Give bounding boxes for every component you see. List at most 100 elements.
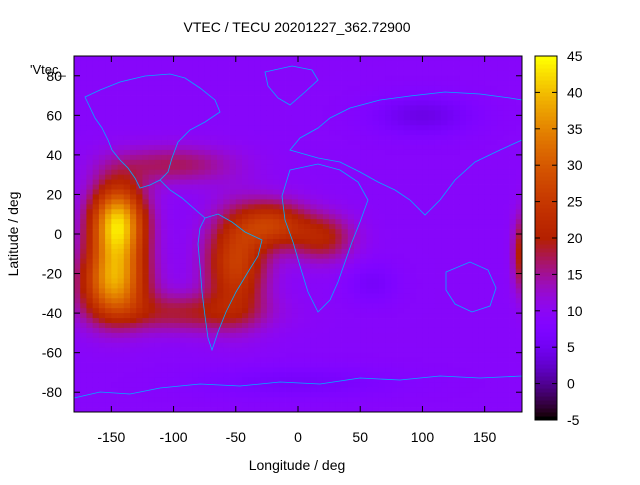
heatmap-cell (416, 303, 423, 309)
heatmap-cell (453, 357, 461, 363)
heatmap-cell (484, 194, 492, 200)
heatmap-cell (310, 387, 318, 393)
heatmap-cell (98, 214, 106, 220)
heatmap-cell (223, 95, 230, 101)
heatmap-cell (354, 60, 361, 67)
heatmap-cell (397, 253, 405, 260)
heatmap-cell (142, 278, 150, 284)
heatmap-cell (291, 56, 299, 62)
heatmap-cell (130, 229, 137, 235)
heatmap-cell (378, 224, 386, 230)
heatmap-cell (273, 303, 280, 309)
heatmap-cell (466, 367, 473, 373)
heatmap-cell (105, 145, 112, 151)
heatmap-cell (410, 224, 417, 230)
heatmap-cell (161, 347, 168, 354)
heatmap-cell (173, 120, 181, 126)
heatmap-cell (235, 214, 243, 220)
heatmap-cell (403, 140, 411, 146)
heatmap-cell (92, 362, 100, 368)
heatmap-cell (130, 308, 137, 314)
heatmap-cell (204, 120, 212, 126)
heatmap-cell (472, 110, 479, 116)
heatmap-cell (161, 382, 168, 388)
heatmap-cell (254, 145, 262, 151)
heatmap-cell (192, 397, 199, 403)
heatmap-cell (453, 204, 461, 210)
heatmap-cell (397, 367, 405, 373)
heatmap-cell (434, 115, 442, 121)
heatmap-cell (434, 238, 442, 245)
heatmap-cell (428, 392, 436, 398)
heatmap-cell (310, 149, 318, 156)
heatmap-cell (167, 95, 174, 101)
heatmap-cell (397, 125, 405, 131)
heatmap-cell (217, 397, 224, 403)
heatmap-cell (459, 194, 467, 200)
heatmap-cell (111, 224, 118, 230)
heatmap-cell (161, 145, 168, 151)
heatmap-cell (186, 377, 193, 383)
heatmap-cell (490, 60, 498, 67)
heatmap-cell (354, 219, 361, 225)
heatmap-cell (484, 174, 492, 181)
heatmap-cell (391, 140, 398, 146)
heatmap-cell (490, 125, 498, 131)
heatmap-cell (484, 110, 492, 116)
heatmap-cell (385, 105, 392, 111)
heatmap-cell (242, 234, 249, 240)
heatmap-cell (360, 224, 367, 230)
heatmap-cell (223, 238, 230, 245)
heatmap-cell (223, 115, 230, 121)
heatmap-cell (366, 253, 374, 260)
heatmap-cell (235, 164, 243, 171)
heatmap-cell (117, 70, 125, 77)
heatmap-cell (354, 90, 361, 96)
heatmap-cell (254, 56, 262, 62)
heatmap-cell (86, 332, 94, 339)
heatmap-cell (260, 303, 268, 309)
heatmap-cell (310, 332, 318, 339)
heatmap-cell (466, 243, 473, 250)
heatmap-cell (385, 362, 392, 368)
heatmap-cell (279, 253, 286, 260)
heatmap-cell (453, 115, 461, 121)
heatmap-cell (354, 337, 361, 344)
heatmap-cell (179, 323, 187, 329)
heatmap-cell (260, 75, 268, 82)
heatmap-cell (248, 332, 255, 339)
heatmap-cell (360, 219, 367, 225)
heatmap-cell (403, 145, 411, 151)
heatmap-cell (254, 323, 262, 329)
heatmap-cell (154, 140, 162, 146)
heatmap-cell (260, 362, 268, 368)
heatmap-cell (304, 372, 311, 378)
heatmap-cell (410, 179, 417, 185)
heatmap-cell (304, 293, 311, 299)
heatmap-cell (372, 234, 380, 240)
heatmap-cell (466, 184, 473, 190)
heatmap-cell (366, 75, 374, 82)
heatmap-cell (130, 362, 137, 368)
heatmap-cell (142, 75, 150, 82)
heatmap-cell (310, 199, 318, 205)
heatmap-cell (80, 95, 87, 101)
heatmap-cell (148, 229, 156, 235)
heatmap-cell (347, 90, 355, 96)
heatmap-cell (142, 308, 150, 314)
heatmap-cell (484, 238, 492, 245)
heatmap-cell (266, 367, 274, 373)
heatmap-cell (354, 209, 361, 215)
heatmap-cell (204, 258, 212, 265)
heatmap-cell (142, 85, 150, 92)
heatmap-cell (154, 268, 162, 274)
heatmap-cell (242, 70, 249, 77)
heatmap-cell (385, 159, 392, 166)
heatmap-cell (254, 298, 262, 304)
heatmap-cell (217, 95, 224, 101)
heatmap-cell (74, 209, 81, 215)
heatmap-cell (397, 194, 405, 200)
heatmap-cell (136, 382, 143, 388)
heatmap-cell (117, 263, 125, 270)
heatmap-cell (347, 268, 355, 274)
